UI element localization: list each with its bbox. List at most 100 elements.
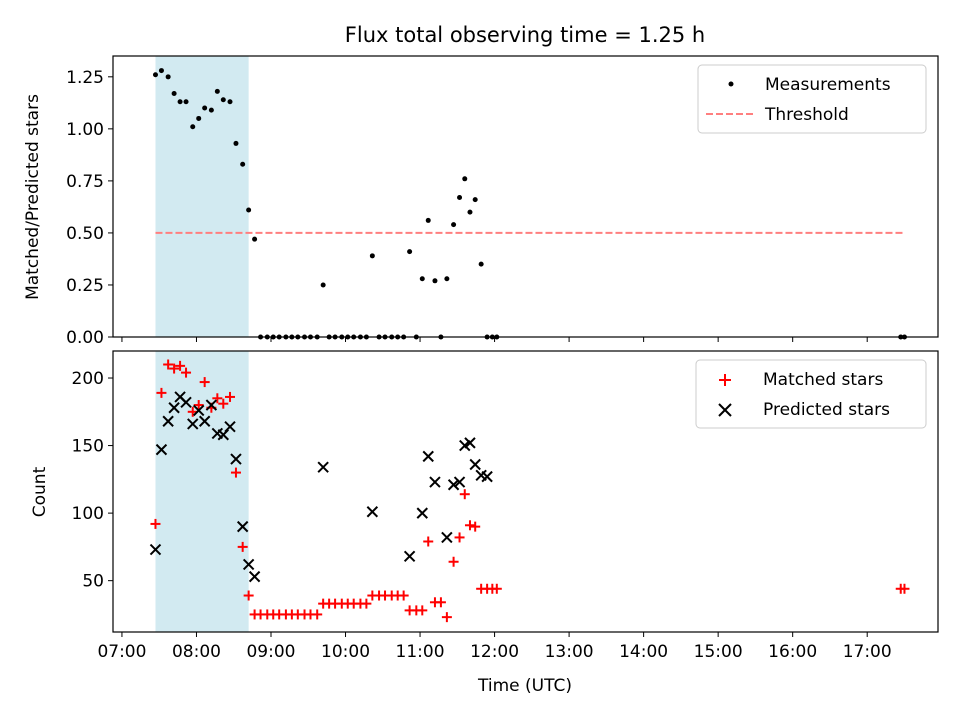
count-panel: 50 100 150 200 07:00 08:00 09:00 10:00 11:00 12:… — [30, 350, 939, 696]
y-tick-label: 100 — [72, 504, 104, 524]
predicted-star-point — [187, 418, 199, 430]
predicted-star-point — [230, 453, 242, 465]
y-tick-label: 1.25 — [66, 68, 104, 88]
measurement-point — [369, 253, 375, 259]
y-tick-label: 0.00 — [66, 328, 104, 348]
x-tick-label: 11:00 — [396, 642, 445, 662]
measurement-point — [158, 68, 164, 74]
ratio-y-axis-label: Matched/Predicted stars — [23, 94, 43, 300]
matched-star-point — [225, 391, 236, 402]
measurements-legend-marker — [728, 81, 734, 87]
matched-star-point — [312, 609, 323, 620]
predicted-star-point — [453, 476, 466, 488]
measurement-point — [252, 236, 258, 242]
measurements-legend-label: Measurements — [765, 75, 891, 95]
matched-star-point — [423, 536, 434, 547]
measurement-point — [419, 276, 425, 282]
measurement-point — [183, 99, 189, 105]
shaded-observing-span — [155, 351, 249, 632]
measurement-point — [214, 88, 220, 94]
count-legend-box — [695, 359, 927, 429]
matched-legend-marker — [719, 374, 731, 386]
predicted-star-point — [469, 458, 481, 471]
predicted-star-point — [149, 543, 162, 556]
predicted-star-point — [198, 415, 211, 427]
matched-star-point — [181, 367, 192, 378]
x-tick-label: 17:00 — [843, 642, 892, 662]
predicted-star-point — [481, 470, 493, 483]
y-tick-label: 0.75 — [66, 172, 104, 192]
predicted-star-point — [155, 443, 168, 456]
predicted-star-point — [464, 437, 476, 449]
matched-star-point — [156, 387, 167, 398]
predicted-star-point — [236, 520, 249, 533]
predicted-star-point — [248, 570, 261, 583]
ratio-panel: 0.00 0.25 0.50 0.75 1.00 1.25 Matched/Predict… — [23, 55, 939, 348]
x-tick-label: 14:00 — [619, 642, 668, 662]
shaded-observing-span — [155, 56, 249, 337]
matched-star-point — [169, 363, 180, 374]
predicted-star-point — [205, 399, 218, 411]
count-plot-area — [149, 351, 910, 632]
predicted-star-point — [162, 415, 174, 427]
predicted-star-point — [317, 461, 329, 473]
matched-star-point — [230, 467, 241, 478]
measurement-point — [171, 90, 177, 96]
matched-star-point — [448, 556, 459, 567]
y-tick-label: 1.00 — [66, 120, 104, 140]
measurement-point — [472, 197, 478, 203]
matched-star-point — [212, 393, 223, 404]
count-legend: Matched stars Predicted stars — [695, 359, 927, 429]
matched-star-point — [899, 583, 910, 594]
matched-star-point — [361, 598, 372, 609]
measurement-point — [246, 207, 252, 213]
matched-star-point — [163, 359, 174, 370]
ratio-y-ticks: 0.00 0.25 0.50 0.75 1.00 1.25 — [66, 68, 113, 348]
threshold-legend-label: Threshold — [764, 105, 849, 125]
y-tick-label: 50 — [82, 572, 104, 592]
predicted-star-point — [403, 550, 416, 563]
predicted-star-point — [447, 479, 460, 491]
matched-star-point — [243, 590, 254, 601]
x-tick-label: 10:00 — [321, 642, 370, 662]
y-tick-label: 0.50 — [66, 224, 104, 244]
measurement-point — [152, 72, 158, 78]
ratio-x-ticks — [121, 337, 868, 342]
measurement-point — [451, 222, 457, 228]
x-tick-label: 09:00 — [246, 642, 295, 662]
ratio-axes-frame — [112, 55, 939, 338]
count-axes-frame — [112, 350, 939, 633]
ratio-legend: Measurements Threshold — [697, 64, 927, 134]
predicted-star-point — [441, 531, 453, 544]
ratio-legend-box — [697, 64, 927, 134]
measurement-point — [467, 209, 473, 215]
predicted-legend-label: Predicted stars — [763, 400, 890, 420]
predicted-star-point — [192, 404, 205, 417]
x-axis-label: Time (UTC) — [477, 676, 572, 696]
predicted-star-point — [180, 396, 192, 409]
matched-star-point — [454, 532, 465, 543]
chart-title: Flux total observing time = 1.25 h — [345, 23, 705, 47]
matched-star-point — [193, 400, 204, 411]
matched-star-point — [237, 541, 248, 552]
predicted-star-point — [422, 450, 434, 463]
ratio-plot-area — [152, 56, 907, 340]
matched-star-point — [491, 583, 502, 594]
count-x-ticks: 07:00 08:00 09:00 10:00 11:00 12:00 13:00 14:00… — [97, 632, 892, 662]
predicted-legend-marker — [718, 403, 732, 417]
predicted-star-point — [168, 402, 180, 414]
matched-legend-label: Matched stars — [763, 370, 883, 390]
predicted-star-point — [429, 476, 441, 488]
predicted-star-point — [416, 507, 428, 519]
matched-star-point — [175, 360, 186, 371]
x-tick-label: 15:00 — [694, 642, 743, 662]
matched-star-point — [398, 590, 409, 601]
measurement-point — [320, 282, 326, 288]
matched-star-point — [199, 377, 210, 388]
matched-star-point — [459, 489, 470, 500]
measurement-point — [227, 99, 233, 105]
count-y-ticks: 50 100 150 200 — [72, 369, 113, 592]
measurement-point — [177, 99, 183, 105]
measurement-point — [202, 105, 208, 111]
matched-star-point — [150, 518, 161, 529]
